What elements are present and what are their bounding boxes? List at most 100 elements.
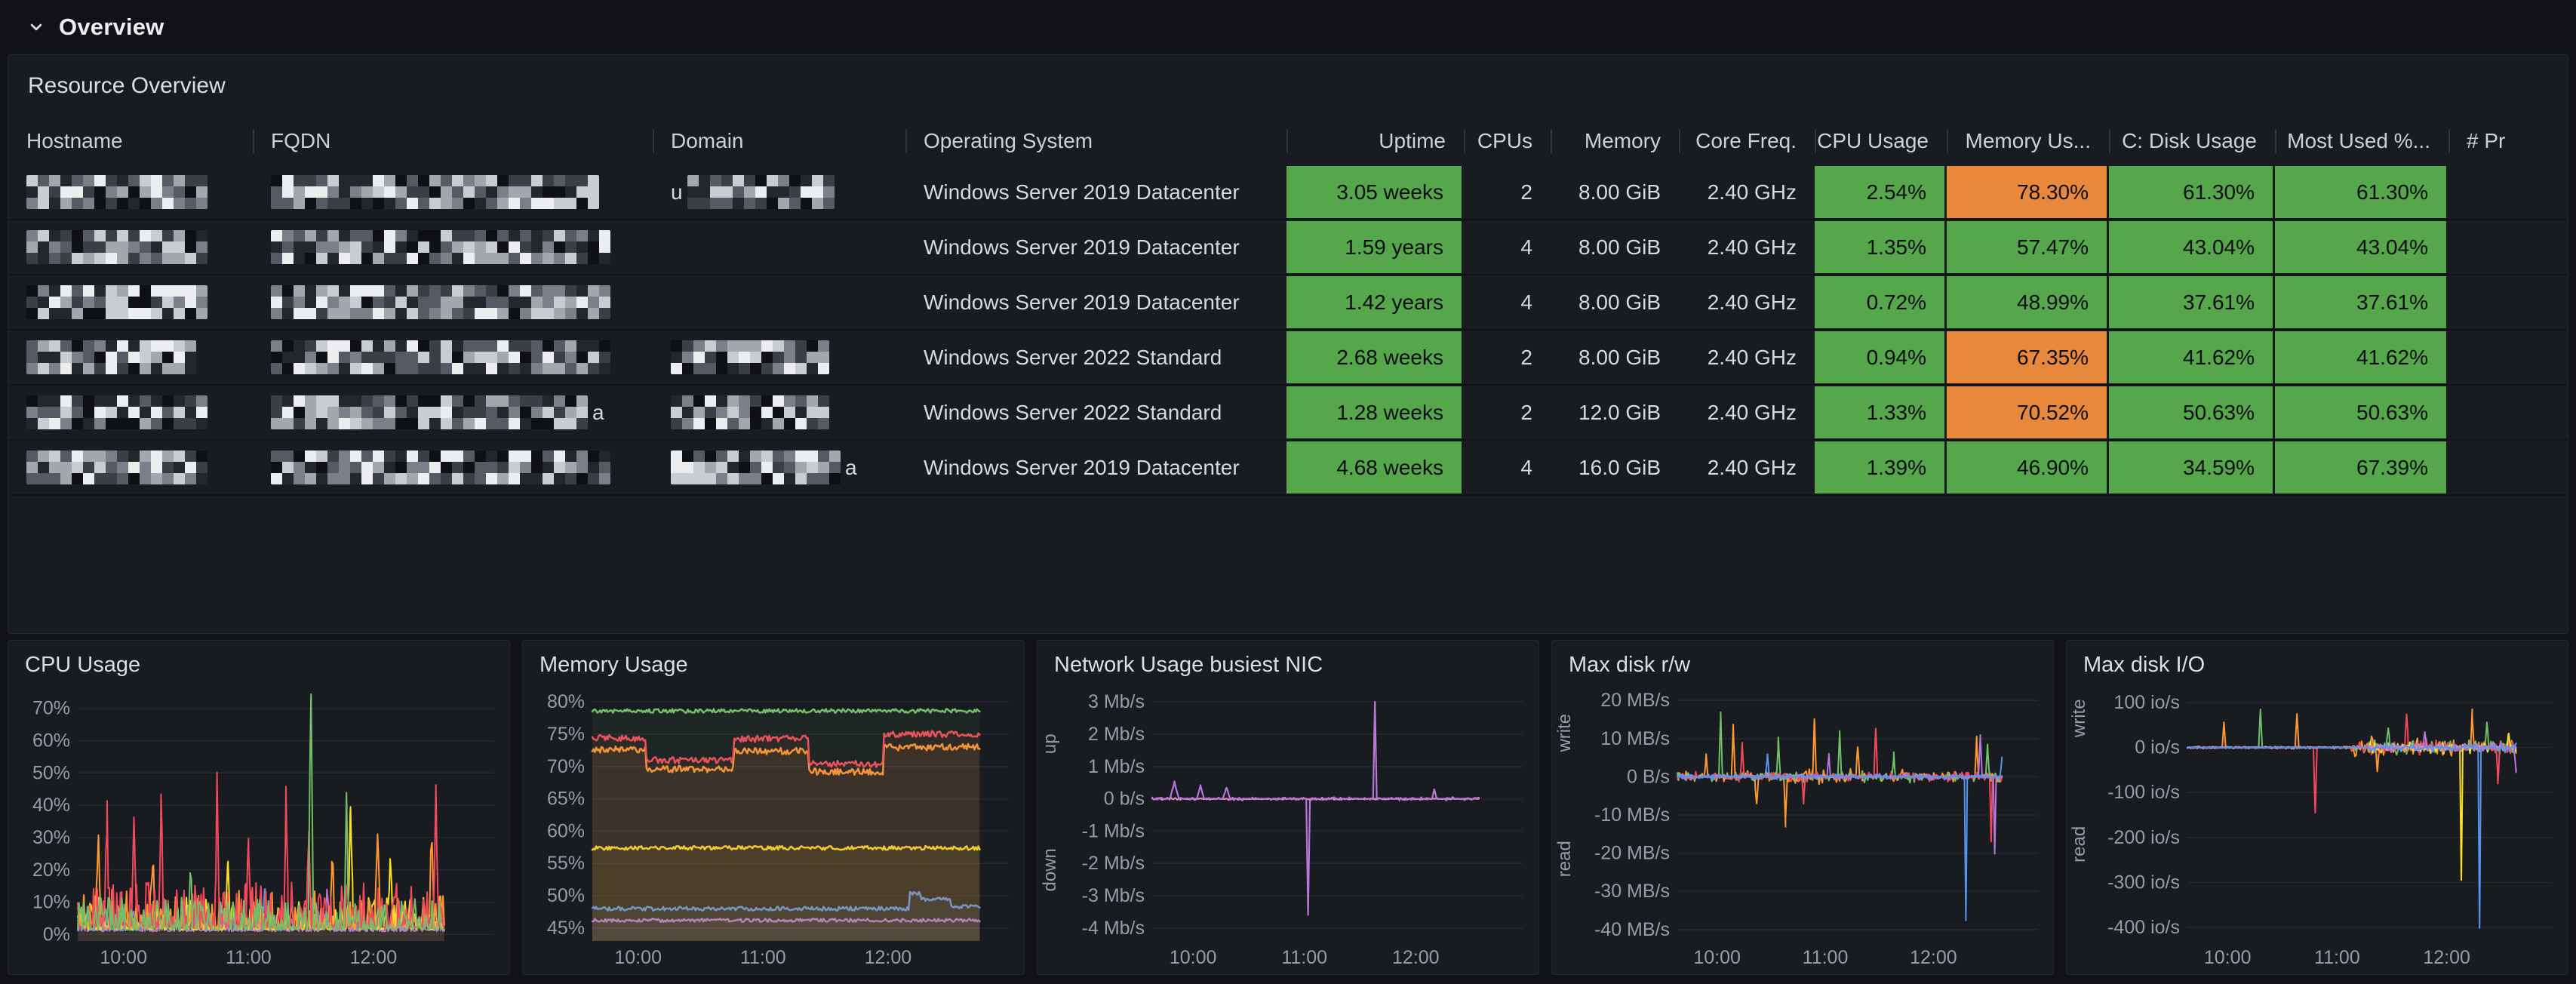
redact-suffix: a	[845, 455, 857, 479]
svg-text:100 io/s: 100 io/s	[2113, 692, 2180, 713]
redact-prefix: u	[671, 180, 683, 204]
status-cell-c-disk-usage: 37.61%	[2109, 276, 2273, 328]
status-cell-most-used: 41.62%	[2275, 331, 2446, 383]
column-header-hostname[interactable]: Hostname	[26, 129, 123, 152]
table-row[interactable]: Windows Server 2019 Datacenter 1.59 years…	[8, 220, 2568, 275]
svg-text:-3 Mb/s: -3 Mb/s	[1082, 885, 1145, 906]
svg-text:2 Mb/s: 2 Mb/s	[1088, 724, 1145, 745]
column-header-uptime[interactable]: Uptime	[1286, 117, 1464, 165]
cell-cpu-usage: 0.94%	[1815, 331, 1947, 384]
cell-most-used: 50.63%	[2275, 386, 2448, 439]
cell-operating-system: Windows Server 2019 Datacenter	[924, 290, 1240, 314]
status-cell-most-used: 43.04%	[2275, 221, 2446, 273]
cell-domain	[653, 275, 905, 329]
panel-title-memory-usage[interactable]: Memory Usage	[539, 653, 688, 677]
svg-text:70%: 70%	[547, 756, 585, 777]
svg-text:-100 io/s: -100 io/s	[2107, 782, 2180, 803]
redacted-block	[26, 450, 207, 484]
cell-core-freq: 2.40 GHz	[1707, 400, 1797, 424]
panel-title-max-disk-rw[interactable]: Max disk r/w	[1569, 653, 1691, 677]
svg-text:12:00: 12:00	[1910, 947, 1957, 968]
svg-text:-40 MB/s: -40 MB/s	[1594, 919, 1670, 940]
cell-memory: 12.0 GiB	[1578, 400, 1661, 424]
network-usage-chart[interactable]: 3 Mb/s 2 Mb/s 1 Mb/s 0 b/s -1 Mb/s -2 Mb/s -3 …	[1041, 680, 1535, 971]
svg-text:20 MB/s: 20 MB/s	[1600, 690, 1670, 711]
cell-uptime: 1.42 years	[1286, 275, 1464, 329]
memory-usage-chart[interactable]: 45% 50% 55% 60% 65% 70% 75% 80% 10:00 11:00 12:00	[526, 680, 1021, 971]
panel-title-resource-overview[interactable]: Resource Overview	[28, 73, 226, 98]
redacted-block	[687, 175, 835, 209]
cell-core-freq: 2.40 GHz	[1707, 290, 1797, 314]
table-row[interactable]: a Windows Server 2022 Standard 1.28 weeks 2…	[8, 386, 2568, 441]
svg-text:11:00: 11:00	[1281, 947, 1327, 968]
column-header-fqdn[interactable]: FQDN	[253, 117, 653, 165]
cell-uptime: 4.68 weeks	[1286, 441, 1464, 494]
cell-memory-usage: 78.30%	[1947, 165, 2109, 219]
svg-text:write: write	[2070, 699, 2089, 738]
svg-text:down: down	[1041, 848, 1060, 891]
cell-cpu-usage: 2.54%	[1815, 165, 1947, 219]
cell-operating-system: Windows Server 2022 Standard	[924, 400, 1222, 424]
column-header-memory-usage[interactable]: Memory Us...	[1947, 117, 2109, 165]
column-header-operating-system[interactable]: Operating System	[905, 117, 1286, 165]
status-cell-memory-usage: 67.35%	[1947, 331, 2107, 383]
column-header-cpus[interactable]: CPUs	[1464, 117, 1551, 165]
max-disk-rw-panel: Max disk r/w 20 MB/s 10 MB/s 0 B/s -10 MB/s…	[1551, 640, 2054, 975]
svg-text:10:00: 10:00	[2204, 947, 2252, 968]
table-row[interactable]: Windows Server 2022 Standard 2.68 weeks 2 8…	[8, 331, 2568, 386]
cell-memory-usage: 67.35%	[1947, 331, 2109, 384]
network-usage-panel: Network Usage busiest NIC 3 Mb/s 2 Mb/s 1 …	[1037, 640, 1539, 975]
status-cell-c-disk-usage: 61.30%	[2109, 166, 2273, 218]
column-header-c-disk-usage[interactable]: C: Disk Usage	[2109, 117, 2275, 165]
panel-title-max-disk-io[interactable]: Max disk I/O	[2083, 653, 2206, 677]
column-header-domain[interactable]: Domain	[653, 117, 905, 165]
redacted-block	[271, 395, 588, 429]
svg-text:-200 io/s: -200 io/s	[2107, 827, 2180, 848]
table-row[interactable]: a Windows Server 2019 Datacenter 4.68 week…	[8, 441, 2568, 496]
cell-memory-usage: 46.90%	[1947, 441, 2109, 494]
cell-cpus: 2	[1520, 345, 1532, 369]
table-row[interactable]: u Windows Server 2019 Datacenter 3.05 week…	[8, 165, 2568, 220]
panel-title-cpu-usage[interactable]: CPU Usage	[25, 653, 141, 677]
svg-text:-400 io/s: -400 io/s	[2107, 917, 2180, 938]
svg-text:60%: 60%	[547, 820, 585, 841]
svg-text:-20 MB/s: -20 MB/s	[1594, 843, 1670, 864]
cell-uptime: 3.05 weeks	[1286, 165, 1464, 219]
redacted-block	[26, 230, 207, 264]
column-header-processes[interactable]: # Pr	[2448, 117, 2568, 165]
status-cell-c-disk-usage: 50.63%	[2109, 386, 2273, 438]
cell-c-disk-usage: 34.59%	[2109, 441, 2275, 494]
dashboard-row-overview[interactable]: Overview	[8, 0, 2568, 54]
redacted-hostname	[8, 275, 253, 329]
max-disk-rw-chart[interactable]: 20 MB/s 10 MB/s 0 B/s -10 MB/s -20 MB/s -30 M…	[1555, 680, 2050, 971]
status-cell-cpu-usage: 1.33%	[1815, 386, 1944, 438]
cell-memory-usage: 48.99%	[1947, 275, 2109, 329]
cell-core-freq: 2.40 GHz	[1707, 345, 1797, 369]
svg-text:write: write	[1555, 714, 1575, 753]
table-row[interactable]: Windows Server 2019 Datacenter 1.42 years…	[8, 275, 2568, 331]
svg-text:11:00: 11:00	[1803, 947, 1849, 968]
svg-text:-10 MB/s: -10 MB/s	[1594, 804, 1670, 826]
redact-suffix: a	[592, 400, 604, 424]
svg-text:12:00: 12:00	[350, 947, 398, 968]
svg-text:75%: 75%	[547, 724, 585, 745]
max-disk-io-chart[interactable]: 100 io/s 0 io/s -100 io/s -200 io/s -300 io/…	[2070, 680, 2565, 971]
redacted-block	[671, 340, 829, 374]
column-header-core-freq[interactable]: Core Freq.	[1679, 117, 1815, 165]
cell-memory: 8.00 GiB	[1578, 290, 1661, 314]
svg-text:read: read	[2070, 826, 2089, 863]
svg-text:10:00: 10:00	[1170, 947, 1217, 968]
cell-core-freq: 2.40 GHz	[1707, 235, 1797, 259]
cpu-usage-chart[interactable]: 0% 10% 20% 30% 40% 50% 60% 70% 10:00 11:00 12:00	[11, 680, 506, 971]
cell-c-disk-usage: 41.62%	[2109, 331, 2275, 384]
status-cell-memory-usage: 78.30%	[1947, 166, 2107, 218]
panel-title-network-usage[interactable]: Network Usage busiest NIC	[1054, 653, 1323, 677]
cell-cpu-usage: 1.39%	[1815, 441, 1947, 494]
cell-cpus: 2	[1520, 180, 1532, 204]
cell-operating-system: Windows Server 2019 Datacenter	[924, 455, 1240, 479]
svg-text:80%: 80%	[547, 691, 585, 712]
column-header-most-used[interactable]: Most Used %...	[2275, 117, 2448, 165]
column-header-cpu-usage[interactable]: CPU Usage	[1815, 117, 1947, 165]
column-header-memory[interactable]: Memory	[1551, 117, 1679, 165]
cell-cpu-usage: 1.33%	[1815, 386, 1947, 439]
